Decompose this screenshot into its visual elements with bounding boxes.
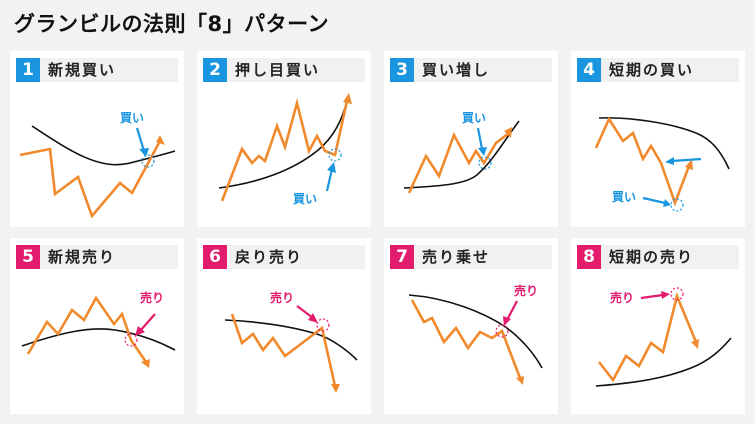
pattern-card-8: 売り 8 短期の売り <box>571 238 745 414</box>
moving-average-line <box>224 319 358 361</box>
annotation-label: 売り <box>610 290 634 305</box>
annotation-arrow <box>640 293 664 300</box>
card-header: 6 戻り売り <box>203 245 365 269</box>
pattern-number: 2 <box>203 58 227 82</box>
price-line <box>26 295 148 363</box>
price-arrowhead <box>141 359 150 368</box>
card-header: 3 買い増し <box>390 58 552 82</box>
signal-circle <box>124 333 138 347</box>
pattern-chart-3: 買い <box>403 111 520 194</box>
pattern-number: 4 <box>577 58 601 82</box>
pattern-card-1: 買い 1 新規買い <box>10 51 184 227</box>
pattern-chart-1: 買い <box>19 111 176 219</box>
pattern-number: 1 <box>16 58 40 82</box>
price-line <box>597 291 698 383</box>
annotation-label: 買い <box>293 192 317 206</box>
pattern-chart-8: 売り <box>595 287 732 387</box>
signal-circle <box>670 287 684 301</box>
annotation-arrow <box>642 196 666 205</box>
moving-average-line <box>31 125 176 166</box>
annotation-label: 買い <box>612 190 636 204</box>
price-arrowhead <box>343 93 352 104</box>
annotation-label: 買い <box>120 111 144 125</box>
pattern-card-2: 買い 2 押し目買い <box>197 51 371 227</box>
annotation-arrowhead <box>327 162 336 173</box>
signal-circle <box>670 198 684 212</box>
moving-average-line <box>403 120 520 189</box>
signal-circle <box>141 154 155 168</box>
annotation-label: 売り <box>514 283 538 298</box>
pattern-label: 短期の売り <box>609 248 695 266</box>
annotation-arrowhead <box>503 316 511 326</box>
annotation-arrowhead <box>139 148 149 157</box>
annotation-arrow <box>325 168 334 192</box>
annotation-arrow <box>476 127 484 150</box>
pattern-label: 売り乗せ <box>422 248 491 266</box>
annotation-arrowhead <box>308 313 318 323</box>
card-header: 2 押し目買い <box>203 58 365 82</box>
pattern-chart-5: 売り <box>21 290 176 368</box>
price-arrowhead <box>331 384 340 393</box>
price-line <box>407 131 510 194</box>
moving-average-line <box>408 294 543 369</box>
annotation-arrow <box>671 157 702 163</box>
price-arrowhead <box>685 159 693 170</box>
price-line <box>594 116 691 207</box>
annotation-label: 売り <box>140 290 164 305</box>
annotation-arrow <box>296 305 314 319</box>
pattern-card-3: 買い 3 買い増し <box>384 51 558 227</box>
pattern-label: 戻り売り <box>235 248 304 266</box>
annotation-arrow <box>135 127 146 152</box>
price-line <box>410 299 522 379</box>
pattern-label: 新規買い <box>48 61 117 79</box>
pattern-card-4: 買い 4 短期の買い <box>571 51 745 227</box>
moving-average-line <box>21 328 176 351</box>
price-arrowhead <box>691 339 699 349</box>
signal-circle <box>316 318 330 332</box>
pattern-number: 5 <box>16 245 40 269</box>
moving-average-line <box>218 100 348 189</box>
annotation-arrowhead <box>661 291 670 299</box>
pattern-number: 3 <box>390 58 414 82</box>
card-header: 1 新規買い <box>16 58 178 82</box>
pattern-chart-4: 買い <box>594 116 730 212</box>
card-header: 8 短期の売り <box>577 245 739 269</box>
annotation-arrow <box>506 300 518 321</box>
price-line <box>230 313 337 387</box>
moving-average-line <box>595 337 732 387</box>
signal-circle <box>328 148 342 162</box>
annotation-arrowhead <box>665 157 674 165</box>
annotation-arrowhead <box>663 199 671 207</box>
pattern-chart-6: 売り <box>224 290 358 393</box>
annotation-arrowhead <box>135 326 145 336</box>
price-line <box>220 97 349 202</box>
card-header: 5 新規売り <box>16 245 178 269</box>
pattern-number: 6 <box>203 245 227 269</box>
signal-circle <box>495 324 509 338</box>
pattern-number: 8 <box>577 245 601 269</box>
pattern-label: 買い増し <box>422 61 491 79</box>
card-header: 7 売り乗せ <box>390 245 552 269</box>
annotation-label: 売り <box>270 290 294 305</box>
card-header: 4 短期の買い <box>577 58 739 82</box>
price-arrowhead <box>504 127 512 138</box>
annotation-arrowhead <box>478 147 487 156</box>
pattern-label: 新規売り <box>48 248 117 266</box>
pattern-number: 7 <box>390 245 414 269</box>
signal-circle <box>478 156 492 170</box>
pattern-chart-7: 売り <box>408 283 543 385</box>
pattern-card-5: 売り 5 新規売り <box>10 238 184 414</box>
pattern-label: 短期の買い <box>609 61 695 79</box>
annotation-label: 買い <box>462 111 486 125</box>
moving-average-line <box>598 117 730 170</box>
pattern-card-7: 売り 7 売り乗せ <box>384 238 558 414</box>
price-arrowhead <box>516 376 524 385</box>
page-title: グランビルの法則「8」パターン <box>14 12 330 36</box>
pattern-chart-2: 買い <box>218 93 352 206</box>
pattern-label: 押し目買い <box>235 61 321 79</box>
price-line <box>19 140 162 219</box>
price-arrowhead <box>156 135 165 145</box>
pattern-card-6: 売り 6 戻り売り <box>197 238 371 414</box>
annotation-arrow <box>139 313 156 332</box>
